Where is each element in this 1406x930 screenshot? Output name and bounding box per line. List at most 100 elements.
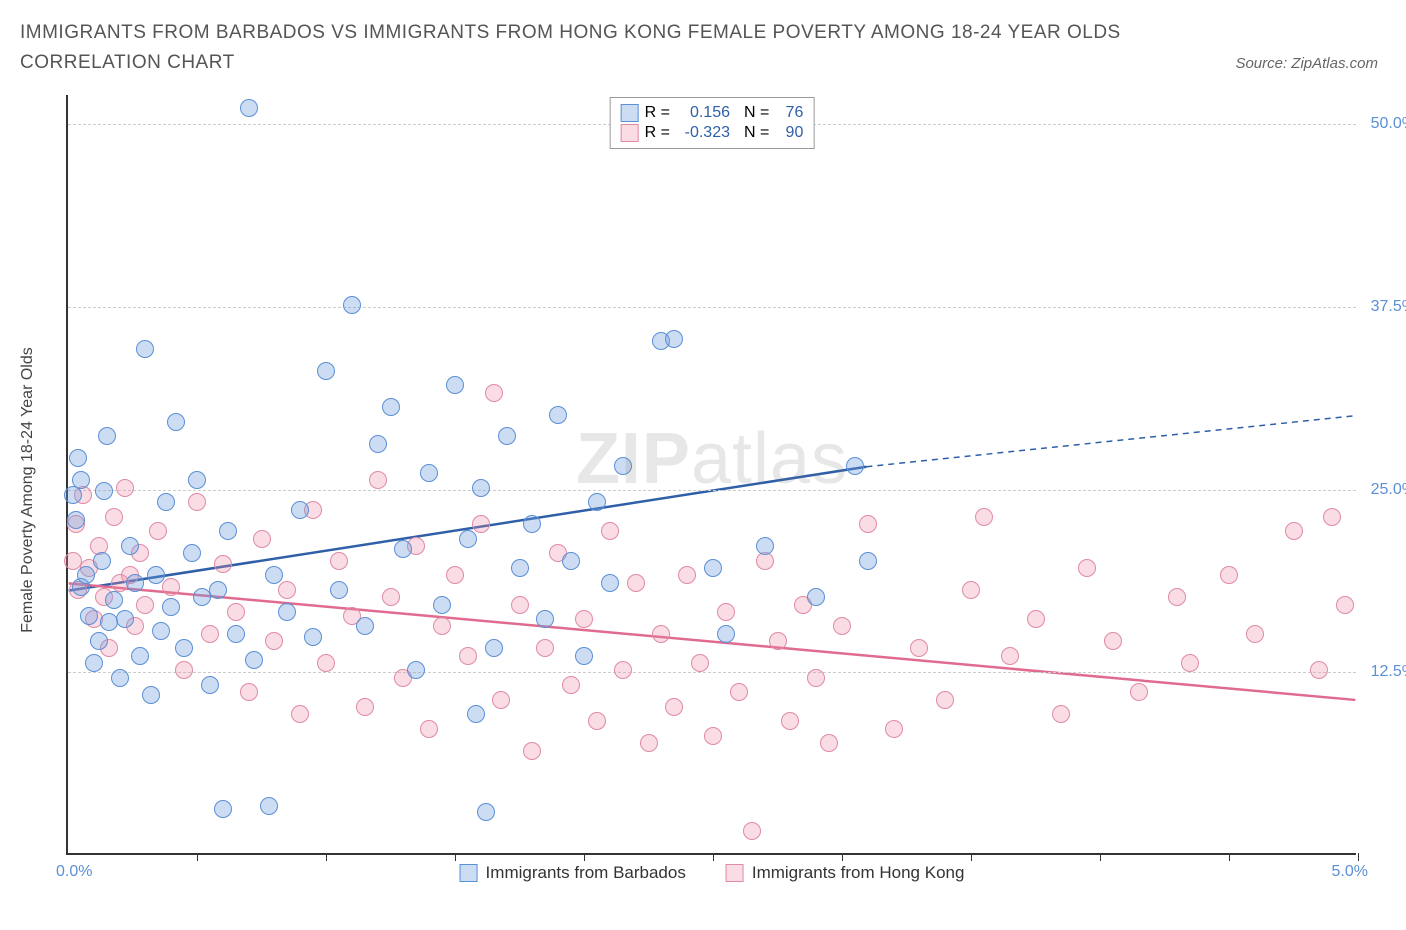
scatter-point-series1 bbox=[420, 464, 438, 482]
scatter-point-series1 bbox=[167, 413, 185, 431]
x-tick bbox=[971, 853, 972, 861]
scatter-point-series1 bbox=[69, 449, 87, 467]
scatter-point-series1 bbox=[304, 628, 322, 646]
scatter-point-series2 bbox=[743, 822, 761, 840]
scatter-point-series2 bbox=[1104, 632, 1122, 650]
scatter-point-series2 bbox=[227, 603, 245, 621]
scatter-point-series2 bbox=[116, 479, 134, 497]
scatter-point-series1 bbox=[562, 552, 580, 570]
x-tick bbox=[1358, 853, 1359, 861]
scatter-point-series2 bbox=[614, 661, 632, 679]
source-attribution: Source: ZipAtlas.com bbox=[1235, 55, 1378, 72]
scatter-point-series2 bbox=[627, 574, 645, 592]
scatter-point-series2 bbox=[1310, 661, 1328, 679]
scatter-point-series1 bbox=[511, 559, 529, 577]
scatter-point-series1 bbox=[209, 581, 227, 599]
watermark-atlas: atlas bbox=[691, 419, 848, 499]
scatter-point-series2 bbox=[1181, 654, 1199, 672]
scatter-point-series2 bbox=[511, 596, 529, 614]
scatter-point-series2 bbox=[492, 691, 510, 709]
scatter-point-series1 bbox=[77, 566, 95, 584]
gridline bbox=[68, 490, 1356, 491]
scatter-point-series1 bbox=[201, 676, 219, 694]
scatter-point-series2 bbox=[317, 654, 335, 672]
scatter-point-series1 bbox=[105, 591, 123, 609]
legend-n-label: N = bbox=[744, 124, 769, 142]
scatter-point-series2 bbox=[162, 578, 180, 596]
scatter-point-series2 bbox=[640, 734, 658, 752]
scatter-point-series1 bbox=[147, 566, 165, 584]
chart-container: Female Poverty Among 18-24 Year Olds ZIP… bbox=[46, 95, 1386, 885]
scatter-point-series1 bbox=[265, 566, 283, 584]
scatter-point-series2 bbox=[253, 530, 271, 548]
legend-row-series1: R = 0.156 N = 76 bbox=[621, 104, 804, 122]
scatter-point-series1 bbox=[588, 493, 606, 511]
scatter-point-series1 bbox=[93, 552, 111, 570]
scatter-point-series1 bbox=[467, 705, 485, 723]
x-tick bbox=[842, 853, 843, 861]
scatter-point-series2 bbox=[717, 603, 735, 621]
scatter-point-series1 bbox=[330, 581, 348, 599]
legend-item-series2: Immigrants from Hong Kong bbox=[726, 863, 965, 883]
scatter-point-series1 bbox=[704, 559, 722, 577]
scatter-point-series2 bbox=[601, 522, 619, 540]
scatter-point-series1 bbox=[121, 537, 139, 555]
scatter-point-series1 bbox=[227, 625, 245, 643]
scatter-point-series2 bbox=[588, 712, 606, 730]
scatter-point-series1 bbox=[98, 427, 116, 445]
scatter-point-series1 bbox=[260, 797, 278, 815]
scatter-point-series1 bbox=[807, 588, 825, 606]
scatter-point-series1 bbox=[317, 362, 335, 380]
x-tick bbox=[197, 853, 198, 861]
scatter-point-series1 bbox=[111, 669, 129, 687]
scatter-point-series2 bbox=[859, 515, 877, 533]
legend-swatch-series1 bbox=[621, 104, 639, 122]
scatter-point-series2 bbox=[833, 617, 851, 635]
scatter-point-series1 bbox=[72, 471, 90, 489]
scatter-point-series2 bbox=[1336, 596, 1354, 614]
legend-label-series1: Immigrants from Barbados bbox=[486, 863, 686, 883]
scatter-point-series1 bbox=[126, 574, 144, 592]
gridline bbox=[68, 672, 1356, 673]
y-tick-label: 12.5% bbox=[1371, 663, 1406, 681]
scatter-point-series1 bbox=[382, 398, 400, 416]
y-axis-label: Female Poverty Among 18-24 Year Olds bbox=[19, 347, 37, 633]
scatter-point-series1 bbox=[394, 540, 412, 558]
scatter-point-series2 bbox=[136, 596, 154, 614]
scatter-point-series1 bbox=[136, 340, 154, 358]
scatter-point-series2 bbox=[1220, 566, 1238, 584]
scatter-point-series1 bbox=[95, 482, 113, 500]
scatter-point-series1 bbox=[80, 607, 98, 625]
scatter-point-series1 bbox=[369, 435, 387, 453]
scatter-point-series2 bbox=[105, 508, 123, 526]
scatter-point-series1 bbox=[142, 686, 160, 704]
scatter-point-series2 bbox=[485, 384, 503, 402]
scatter-point-series1 bbox=[67, 511, 85, 529]
legend-swatch-series1-bottom bbox=[460, 864, 478, 882]
x-tick bbox=[584, 853, 585, 861]
gridline bbox=[68, 307, 1356, 308]
scatter-point-series2 bbox=[562, 676, 580, 694]
scatter-point-series1 bbox=[85, 654, 103, 672]
scatter-point-series2 bbox=[201, 625, 219, 643]
scatter-point-series2 bbox=[820, 734, 838, 752]
scatter-point-series1 bbox=[214, 800, 232, 818]
scatter-point-series2 bbox=[188, 493, 206, 511]
scatter-point-series2 bbox=[330, 552, 348, 570]
scatter-point-series1 bbox=[291, 501, 309, 519]
x-tick bbox=[1229, 853, 1230, 861]
x-tick bbox=[326, 853, 327, 861]
scatter-point-series2 bbox=[1078, 559, 1096, 577]
scatter-point-series2 bbox=[278, 581, 296, 599]
legend-swatch-series2 bbox=[621, 124, 639, 142]
scatter-point-series2 bbox=[291, 705, 309, 723]
scatter-point-series1 bbox=[219, 522, 237, 540]
legend-series-names: Immigrants from Barbados Immigrants from… bbox=[460, 863, 965, 883]
legend-n-value-series2: 90 bbox=[775, 124, 803, 142]
chart-title: IMMIGRANTS FROM BARBADOS VS IMMIGRANTS F… bbox=[20, 18, 1140, 79]
x-tick bbox=[1100, 853, 1101, 861]
scatter-point-series1 bbox=[131, 647, 149, 665]
scatter-point-series2 bbox=[975, 508, 993, 526]
legend-swatch-series2-bottom bbox=[726, 864, 744, 882]
scatter-point-series2 bbox=[769, 632, 787, 650]
